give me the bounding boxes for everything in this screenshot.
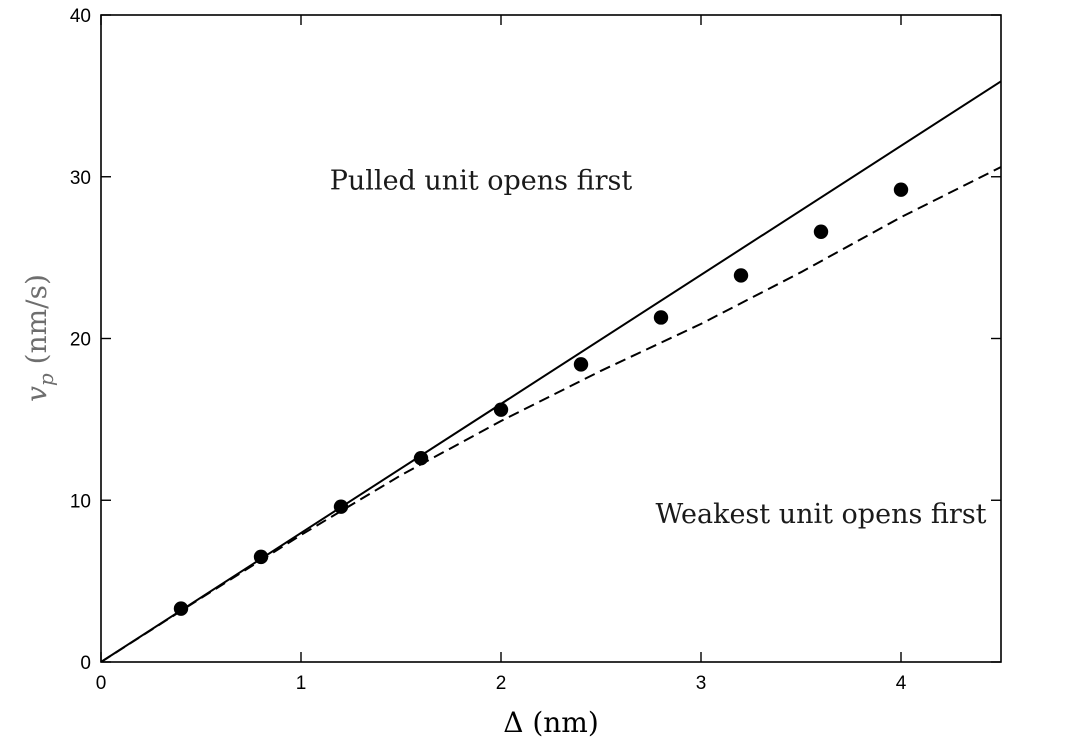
y-axis-title: vp (nm/s) xyxy=(20,274,58,402)
data-point xyxy=(493,402,509,417)
solid-fit-line xyxy=(101,80,1001,662)
data-point xyxy=(173,601,189,616)
annotations-layer: Pulled unit opens first Weakest unit open… xyxy=(330,166,987,530)
annotation-label: Pulled unit opens first xyxy=(330,166,633,197)
x-tick-label: 3 xyxy=(696,673,707,694)
dashed-fit-line xyxy=(101,166,1001,662)
y-axis-title-subscript: p xyxy=(34,373,58,386)
data-point xyxy=(653,310,669,325)
y-tick-label: 20 xyxy=(70,330,91,351)
y-tick-label: 10 xyxy=(70,491,91,512)
points-layer xyxy=(173,182,909,616)
ticks-layer xyxy=(100,14,1001,663)
data-point xyxy=(573,357,589,372)
data-point xyxy=(733,268,749,283)
series-layer xyxy=(101,80,1001,662)
data-point xyxy=(253,549,269,565)
y-tick-label: 40 xyxy=(70,6,91,27)
y-axis-title-symbol: v xyxy=(20,386,53,402)
data-point xyxy=(413,450,429,466)
x-tick-label: 4 xyxy=(896,673,907,694)
y-tick-label: 30 xyxy=(70,168,91,189)
annotation-label: Weakest unit opens first xyxy=(655,499,986,530)
y-axis-title-unit: (nm/s) xyxy=(20,274,53,373)
x-tick-label: 1 xyxy=(296,673,307,694)
data-point xyxy=(893,182,909,197)
data-point xyxy=(333,499,349,514)
x-tick-label: 0 xyxy=(96,673,107,694)
y-tick-label: 0 xyxy=(80,653,91,674)
data-point xyxy=(813,224,829,239)
x-tick-label: 2 xyxy=(496,673,507,694)
x-axis-title: Δ (nm) xyxy=(503,706,599,739)
